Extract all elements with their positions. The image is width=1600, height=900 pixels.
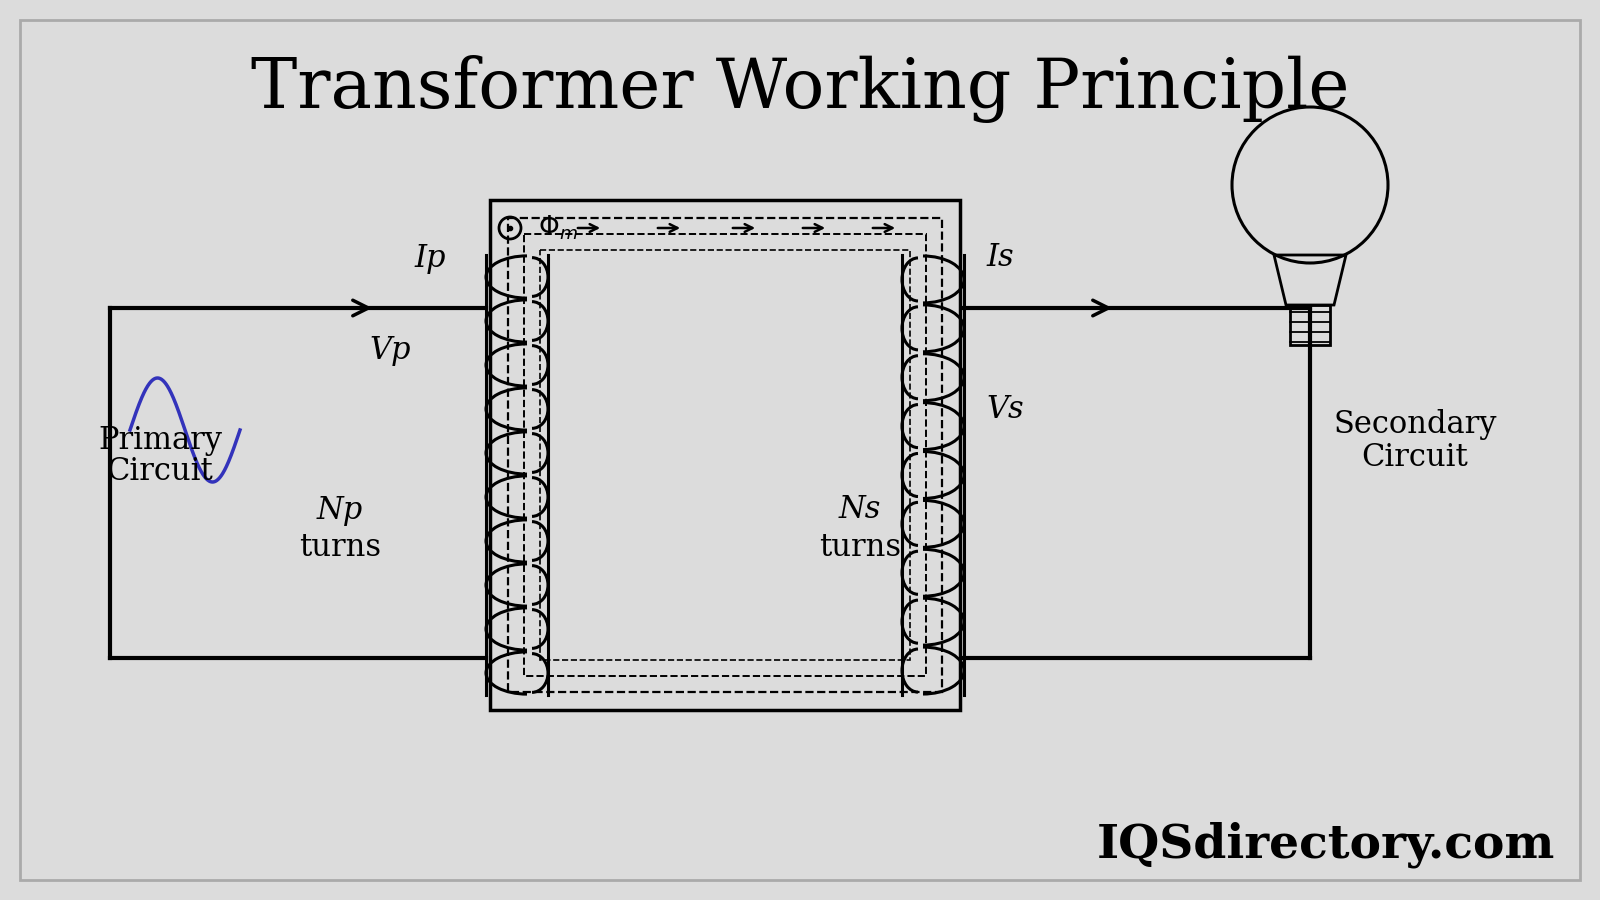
Text: Transformer Working Principle: Transformer Working Principle <box>251 55 1349 123</box>
Text: IQSdirectory.com: IQSdirectory.com <box>1096 822 1555 868</box>
Text: Ns: Ns <box>838 494 882 526</box>
Text: Vs: Vs <box>986 394 1024 426</box>
Text: $\Phi_m$: $\Phi_m$ <box>538 214 578 242</box>
Text: Circuit: Circuit <box>107 456 213 488</box>
Text: turns: turns <box>299 533 381 563</box>
Text: Vp: Vp <box>370 335 411 365</box>
Text: Np: Np <box>317 494 363 526</box>
Text: Ip: Ip <box>414 242 446 274</box>
Text: Circuit: Circuit <box>1362 442 1469 472</box>
Text: Primary: Primary <box>98 425 222 455</box>
Text: Secondary: Secondary <box>1333 410 1496 440</box>
Text: Is: Is <box>986 242 1014 274</box>
Text: turns: turns <box>819 533 901 563</box>
